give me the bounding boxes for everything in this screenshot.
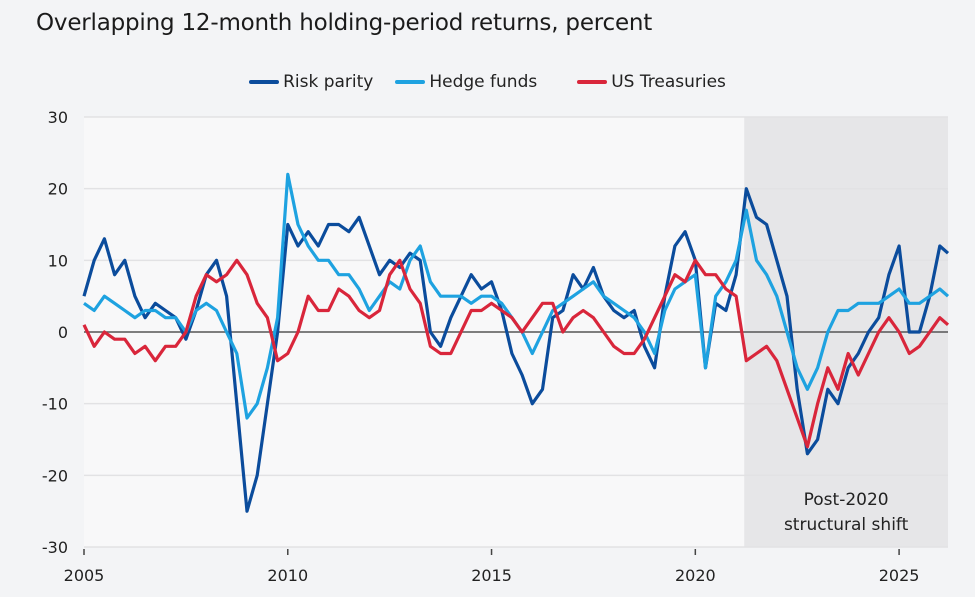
legend-label: Risk parity xyxy=(283,72,374,92)
y-tick-label: -10 xyxy=(42,395,68,414)
y-tick-label: 30 xyxy=(48,108,68,127)
x-tick-label: 2005 xyxy=(64,566,105,585)
y-tick-label: 10 xyxy=(48,251,68,270)
chart-title: Overlapping 12-month holding-period retu… xyxy=(36,10,653,36)
y-tick-label: -20 xyxy=(42,466,68,485)
legend-swatch xyxy=(577,80,608,84)
x-tick-label: 2010 xyxy=(267,566,308,585)
legend-label: US Treasuries xyxy=(611,72,726,92)
legend-label: Hedge funds xyxy=(429,72,538,92)
annotation-label: structural shift xyxy=(784,515,909,535)
annotation-label: Post-2020 xyxy=(804,490,889,510)
legend-swatch xyxy=(395,80,426,84)
x-tick-label: 2020 xyxy=(675,566,716,585)
x-tick-label: 2025 xyxy=(879,566,920,585)
legend-item-us-treasuries: US Treasuries xyxy=(577,72,726,92)
legend-swatch xyxy=(249,80,280,84)
legend-item-hedge-funds: Hedge funds xyxy=(395,72,537,92)
x-tick-label: 2015 xyxy=(471,566,512,585)
series-line-us-treasuries xyxy=(82,258,950,449)
legend-item-risk-parity: Risk parity xyxy=(249,72,373,92)
y-tick-label: -30 xyxy=(42,538,68,557)
y-tick-label: 0 xyxy=(58,323,68,342)
y-tick-label: 20 xyxy=(48,180,68,199)
legend: Risk parity Hedge funds US Treasuries xyxy=(0,72,975,92)
